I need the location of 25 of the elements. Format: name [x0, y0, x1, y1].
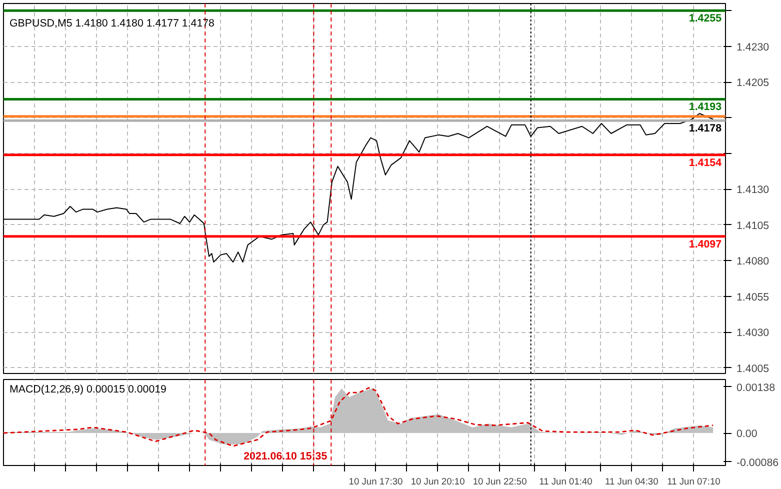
y-tick-label: 1.4105 [736, 220, 770, 232]
x-tick-label: 11 Jun 07:10 [667, 476, 720, 486]
y-tick-label: 1.4080 [736, 256, 770, 268]
y-tick-label: 1.4230 [736, 41, 770, 54]
y-tick-label: 1.4130 [736, 184, 770, 196]
text: GBPUSD,M5 1.4180 1.4180 1.4177 1.4178 [10, 18, 215, 30]
ref-line-label: 1.4193 [688, 101, 722, 114]
x-tick-label: 10 Jun 20:10 [410, 476, 465, 486]
y-tick-label: 1.4005 [736, 362, 770, 375]
y-tick-label: 0.00 [736, 428, 758, 440]
x-tick-label: 11 Jun 04:30 [605, 476, 658, 486]
y-tick-label: -0.00086 [736, 456, 779, 469]
ref-line-label: 1.4255 [688, 12, 722, 25]
y-tick-label: 1.4030 [736, 327, 770, 340]
y-tick-label: 1.4205 [736, 77, 770, 90]
y-tick-label: 1.4055 [736, 291, 770, 304]
ref-line-label: 2021.06.10 15:35 [244, 450, 328, 462]
x-tick-label: 11 Jun 01:40 [539, 476, 592, 486]
ref-line-label: 1.4154 [688, 156, 722, 169]
ref-line-label: 1.4178 [688, 122, 722, 135]
ref-line-label: 1.4097 [688, 238, 722, 250]
y-tick-label: 0.00138 [736, 382, 776, 394]
x-tick-label: 10 Jun 17:30 [348, 476, 403, 486]
x-tick-label: 10 Jun 22:50 [472, 476, 527, 486]
chart-title: MACD(12,26,9) 0.00015 0.00019 [10, 384, 167, 396]
